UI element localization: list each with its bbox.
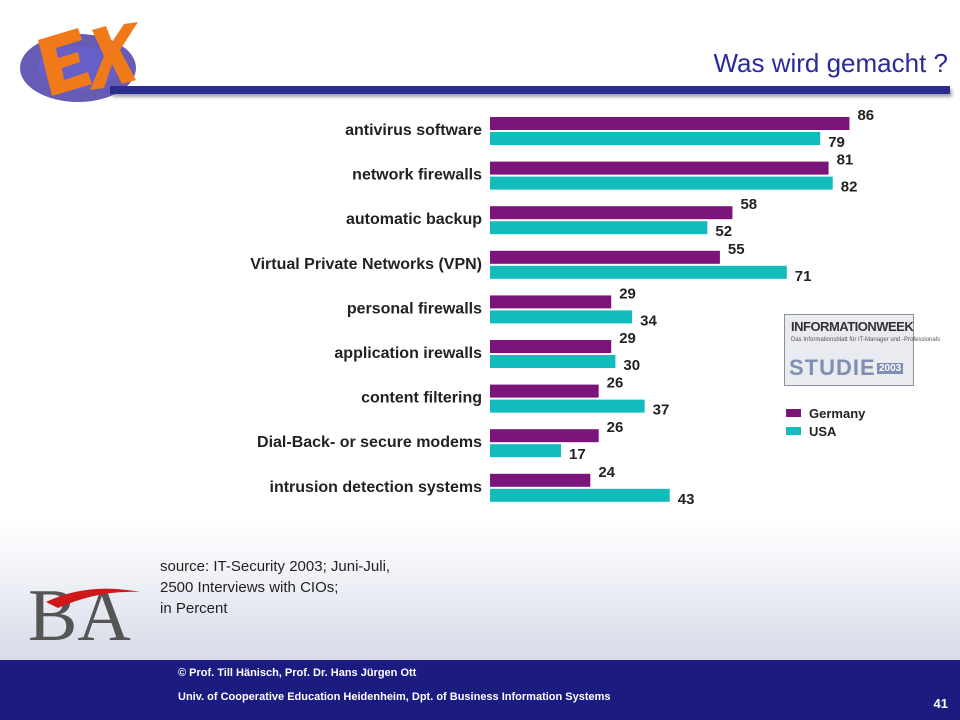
value-label-germany-personal-firewalls: 29 xyxy=(619,285,636,302)
footer-institution: Univ. of Cooperative Education Heidenhei… xyxy=(178,691,611,703)
category-label-network-firewalls: network firewalls xyxy=(352,167,482,184)
bar-germany-intrusion-detection-systems xyxy=(490,473,591,487)
category-label-personal-firewalls: personal firewalls xyxy=(347,300,482,317)
bar-germany-content-filtering xyxy=(490,384,599,398)
value-label-germany-network-firewalls: 81 xyxy=(837,152,854,169)
value-label-usa-automatic-backup: 52 xyxy=(715,223,732,240)
bar-usa-antivirus-software xyxy=(490,132,821,145)
informationweek-subtitle: Das Informationsblatt für IT-Manager und… xyxy=(791,337,941,343)
source-line-2: 2500 Interviews with CIOs; xyxy=(160,579,339,596)
legend-item-germany: Germany xyxy=(786,404,865,422)
informationweek-year: 2003 xyxy=(877,363,904,374)
bar-usa-application-irewalls xyxy=(490,355,616,368)
category-label-application-irewalls: application irewalls xyxy=(334,345,482,362)
legend-label-germany: Germany xyxy=(809,405,866,421)
bar-germany-antivirus-software xyxy=(490,117,850,130)
legend-swatch-usa xyxy=(786,427,801,435)
value-label-germany-application-irewalls: 29 xyxy=(619,330,636,347)
category-label-automatic-backup: automatic backup xyxy=(346,211,482,228)
value-label-usa-network-firewalls: 82 xyxy=(841,179,858,196)
value-label-usa-application-irewalls: 30 xyxy=(623,357,640,374)
informationweek-studie: STUDIE xyxy=(789,355,876,380)
bar-usa-network-firewalls xyxy=(490,176,833,190)
value-label-germany-intrusion-detection-systems: 24 xyxy=(598,464,615,481)
legend-item-usa: USA xyxy=(786,422,865,440)
ex-logo xyxy=(20,22,138,102)
slide-title: Was wird gemacht ? xyxy=(713,48,948,78)
value-label-germany-automatic-backup: 58 xyxy=(740,196,757,213)
bar-usa-personal-firewalls xyxy=(490,310,633,324)
bar-germany-automatic-backup xyxy=(490,206,733,220)
source-line-3: in Percent xyxy=(160,600,228,617)
bar-usa-dial-back-or-secure-modems xyxy=(490,444,562,458)
source-note: source: IT-Security 2003; Juni-Juli, 250… xyxy=(160,556,390,619)
value-label-usa-dial-back-or-secure-modems: 17 xyxy=(569,446,586,463)
value-label-germany-antivirus-software: 86 xyxy=(857,107,874,124)
title-rule xyxy=(110,86,950,94)
category-label-virtual-private-networks-vpn: Virtual Private Networks (VPN) xyxy=(250,256,482,273)
value-label-usa-content-filtering: 37 xyxy=(653,402,670,419)
bar-chart: antivirus software 86 79 network firewalls 8… xyxy=(250,107,874,508)
footer-copyright: © Prof. Till Hänisch, Prof. Dr. Hans Jür… xyxy=(178,667,417,679)
value-label-usa-personal-firewalls: 34 xyxy=(640,312,657,329)
page-number: 41 xyxy=(933,696,948,711)
bar-usa-automatic-backup xyxy=(490,221,708,235)
bar-germany-personal-firewalls xyxy=(490,295,612,309)
legend-swatch-germany xyxy=(786,409,801,417)
bar-germany-network-firewalls xyxy=(490,161,829,175)
bar-usa-intrusion-detection-systems xyxy=(490,488,670,502)
chart-legend: Germany USA xyxy=(786,404,865,440)
bar-germany-application-irewalls xyxy=(490,340,612,353)
value-label-usa-antivirus-software: 79 xyxy=(828,134,845,151)
value-label-germany-dial-back-or-secure-modems: 26 xyxy=(607,419,624,436)
category-label-content-filtering: content filtering xyxy=(361,390,482,407)
source-line-1: source: IT-Security 2003; Juni-Juli, xyxy=(160,558,391,575)
bar-usa-virtual-private-networks-vpn xyxy=(490,265,787,279)
informationweek-logo: INFORMATIONWEEK Das Informationsblatt fü… xyxy=(784,314,940,386)
legend-label-usa: USA xyxy=(809,423,837,439)
value-label-usa-intrusion-detection-systems: 43 xyxy=(678,491,695,508)
bar-usa-content-filtering xyxy=(490,399,645,413)
footer-bar: © Prof. Till Hänisch, Prof. Dr. Hans Jür… xyxy=(0,660,960,720)
value-label-germany-virtual-private-networks-vpn: 55 xyxy=(728,241,745,258)
category-label-antivirus-software: antivirus software xyxy=(345,122,482,139)
category-label-intrusion-detection-systems: intrusion detection systems xyxy=(270,479,483,496)
category-label-dial-back-or-secure-modems: Dial-Back- or secure modems xyxy=(257,434,482,451)
bar-germany-virtual-private-networks-vpn xyxy=(490,250,720,264)
value-label-usa-virtual-private-networks-vpn: 71 xyxy=(795,268,812,285)
slide-background xyxy=(0,520,960,660)
ba-logo: BA xyxy=(28,575,140,648)
value-label-germany-content-filtering: 26 xyxy=(607,375,624,392)
bar-germany-dial-back-or-secure-modems xyxy=(490,429,599,443)
ba-logo-b: BA xyxy=(28,575,131,648)
informationweek-title: INFORMATIONWEEK xyxy=(791,319,914,334)
